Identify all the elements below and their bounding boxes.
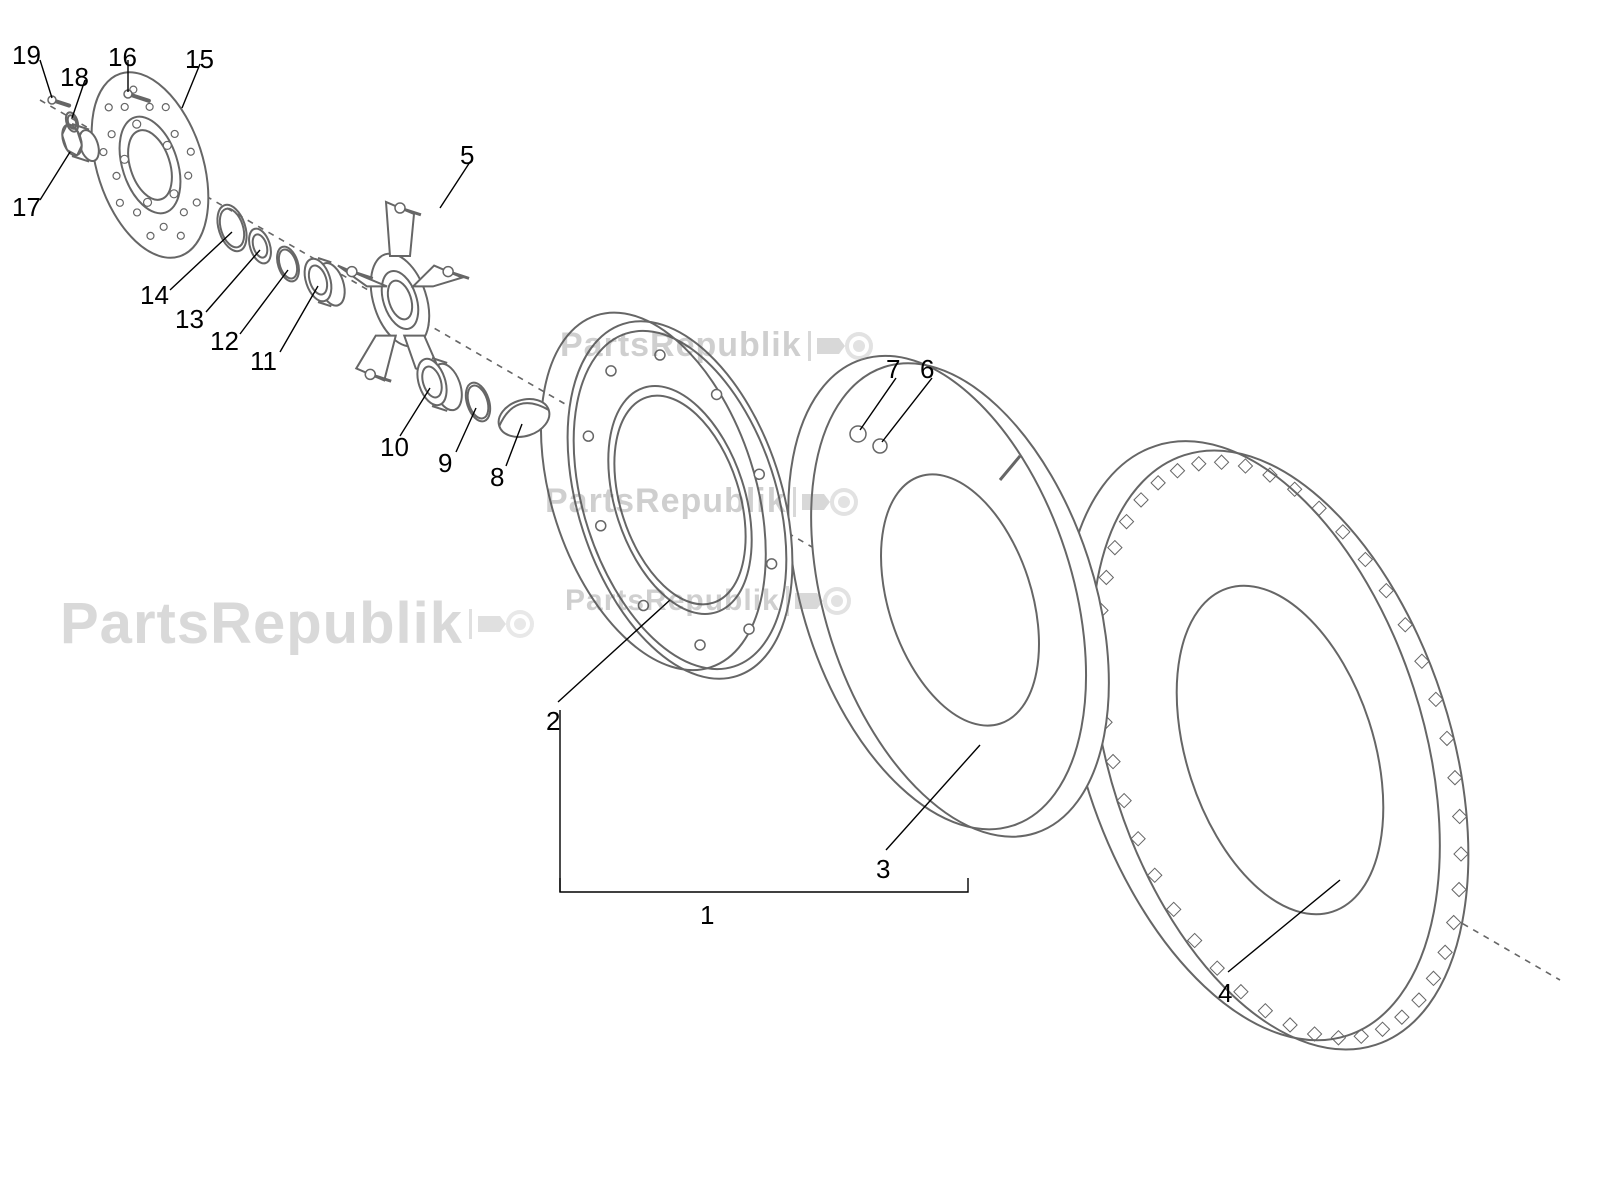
callout-10: 10: [380, 432, 409, 463]
rim-bolt: [873, 439, 887, 453]
rim-nut: [850, 426, 866, 442]
watermark-text: PartsRepublik: [545, 482, 787, 521]
leader-19: [40, 60, 52, 98]
callout-14: 14: [140, 280, 169, 311]
callout-1: 1: [700, 900, 714, 931]
leader-11: [280, 286, 318, 352]
callout-11: 11: [250, 346, 277, 377]
watermark: PartsRepublik: [60, 590, 534, 657]
leader-10: [400, 388, 430, 436]
leader-9: [456, 408, 476, 452]
brake-disc: [70, 57, 230, 272]
watermark: PartsRepublik: [560, 326, 873, 365]
leader-17: [40, 152, 70, 200]
callout-5: 5: [460, 140, 474, 171]
watermark: PartsRepublik: [545, 482, 858, 521]
callout-2: 2: [546, 706, 560, 737]
watermark-text: PartsRepublik: [565, 584, 780, 618]
callout-8: 8: [490, 462, 504, 493]
callout-13: 13: [175, 304, 204, 335]
callout-16: 16: [108, 42, 137, 73]
callout-4: 4: [1218, 978, 1232, 1009]
callout-7: 7: [886, 354, 900, 385]
bracket-1: [560, 878, 968, 892]
callout-3: 3: [876, 854, 890, 885]
watermark-text: PartsRepublik: [60, 590, 463, 657]
callout-12: 12: [210, 326, 239, 357]
callout-19: 19: [12, 40, 41, 71]
watermark-text: PartsRepublik: [560, 326, 802, 365]
hub-front-parts: [212, 201, 350, 309]
callout-18: 18: [60, 62, 89, 93]
callout-17: 17: [12, 192, 41, 223]
watermark: PartsRepublik: [565, 584, 851, 618]
front-hub: [338, 202, 469, 381]
callout-9: 9: [438, 448, 452, 479]
callout-6: 6: [920, 354, 934, 385]
leader-12: [240, 270, 288, 334]
leader-13: [206, 250, 260, 312]
callout-15: 15: [185, 44, 214, 75]
hub-rear-parts: [412, 355, 554, 443]
